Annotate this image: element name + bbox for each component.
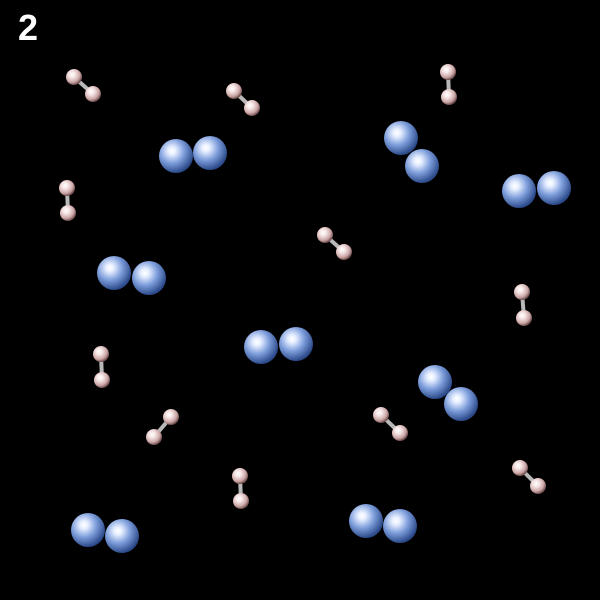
molecule-layer [59,64,571,553]
small-bonded-molecule [93,346,110,388]
large-atom [349,504,383,538]
large-atom [132,261,166,295]
large-atom [444,387,478,421]
small-atom [514,284,530,300]
small-atom [440,64,456,80]
large-diatomic-molecule [159,136,227,173]
large-atom [244,330,278,364]
small-atom [163,409,179,425]
large-atom [105,519,139,553]
large-diatomic-molecule [349,504,417,543]
large-diatomic-molecule [244,327,313,364]
large-diatomic-molecule [71,513,139,553]
small-bonded-molecule [514,284,532,326]
large-atom [383,509,417,543]
large-atom [537,171,571,205]
small-atom [512,460,528,476]
small-atom [441,89,457,105]
small-atom [85,86,101,102]
small-atom [66,69,82,85]
small-atom [244,100,260,116]
small-bonded-molecule [232,468,249,509]
small-atom [232,468,248,484]
small-atom [317,227,333,243]
small-atom [93,346,109,362]
frame-number-label: 2 [18,7,39,48]
small-atom [336,244,352,260]
small-bonded-molecule [146,409,179,445]
small-atom [60,205,76,221]
large-atom [159,139,193,173]
small-bonded-molecule [317,227,352,260]
small-bonded-molecule [440,64,457,105]
large-atom [405,149,439,183]
large-atom [279,327,313,361]
small-atom [59,180,75,196]
small-atom [146,429,162,445]
large-diatomic-molecule [97,256,166,295]
large-atom [97,256,131,290]
small-atom [392,425,408,441]
small-atom [516,310,532,326]
large-atom [71,513,105,547]
small-bonded-molecule [66,69,101,102]
small-bonded-molecule [512,460,546,494]
large-atom [193,136,227,170]
small-atom [530,478,546,494]
small-bonded-molecule [59,180,76,221]
large-diatomic-molecule [384,121,439,183]
large-atom [502,174,536,208]
large-atom [418,365,452,399]
small-atom [233,493,249,509]
large-diatomic-molecule [502,171,571,208]
large-diatomic-molecule [418,365,478,421]
small-atom [94,372,110,388]
small-atom [373,407,389,423]
small-bonded-molecule [226,83,260,116]
large-atom [384,121,418,155]
small-atom [226,83,242,99]
small-bonded-molecule [373,407,408,441]
